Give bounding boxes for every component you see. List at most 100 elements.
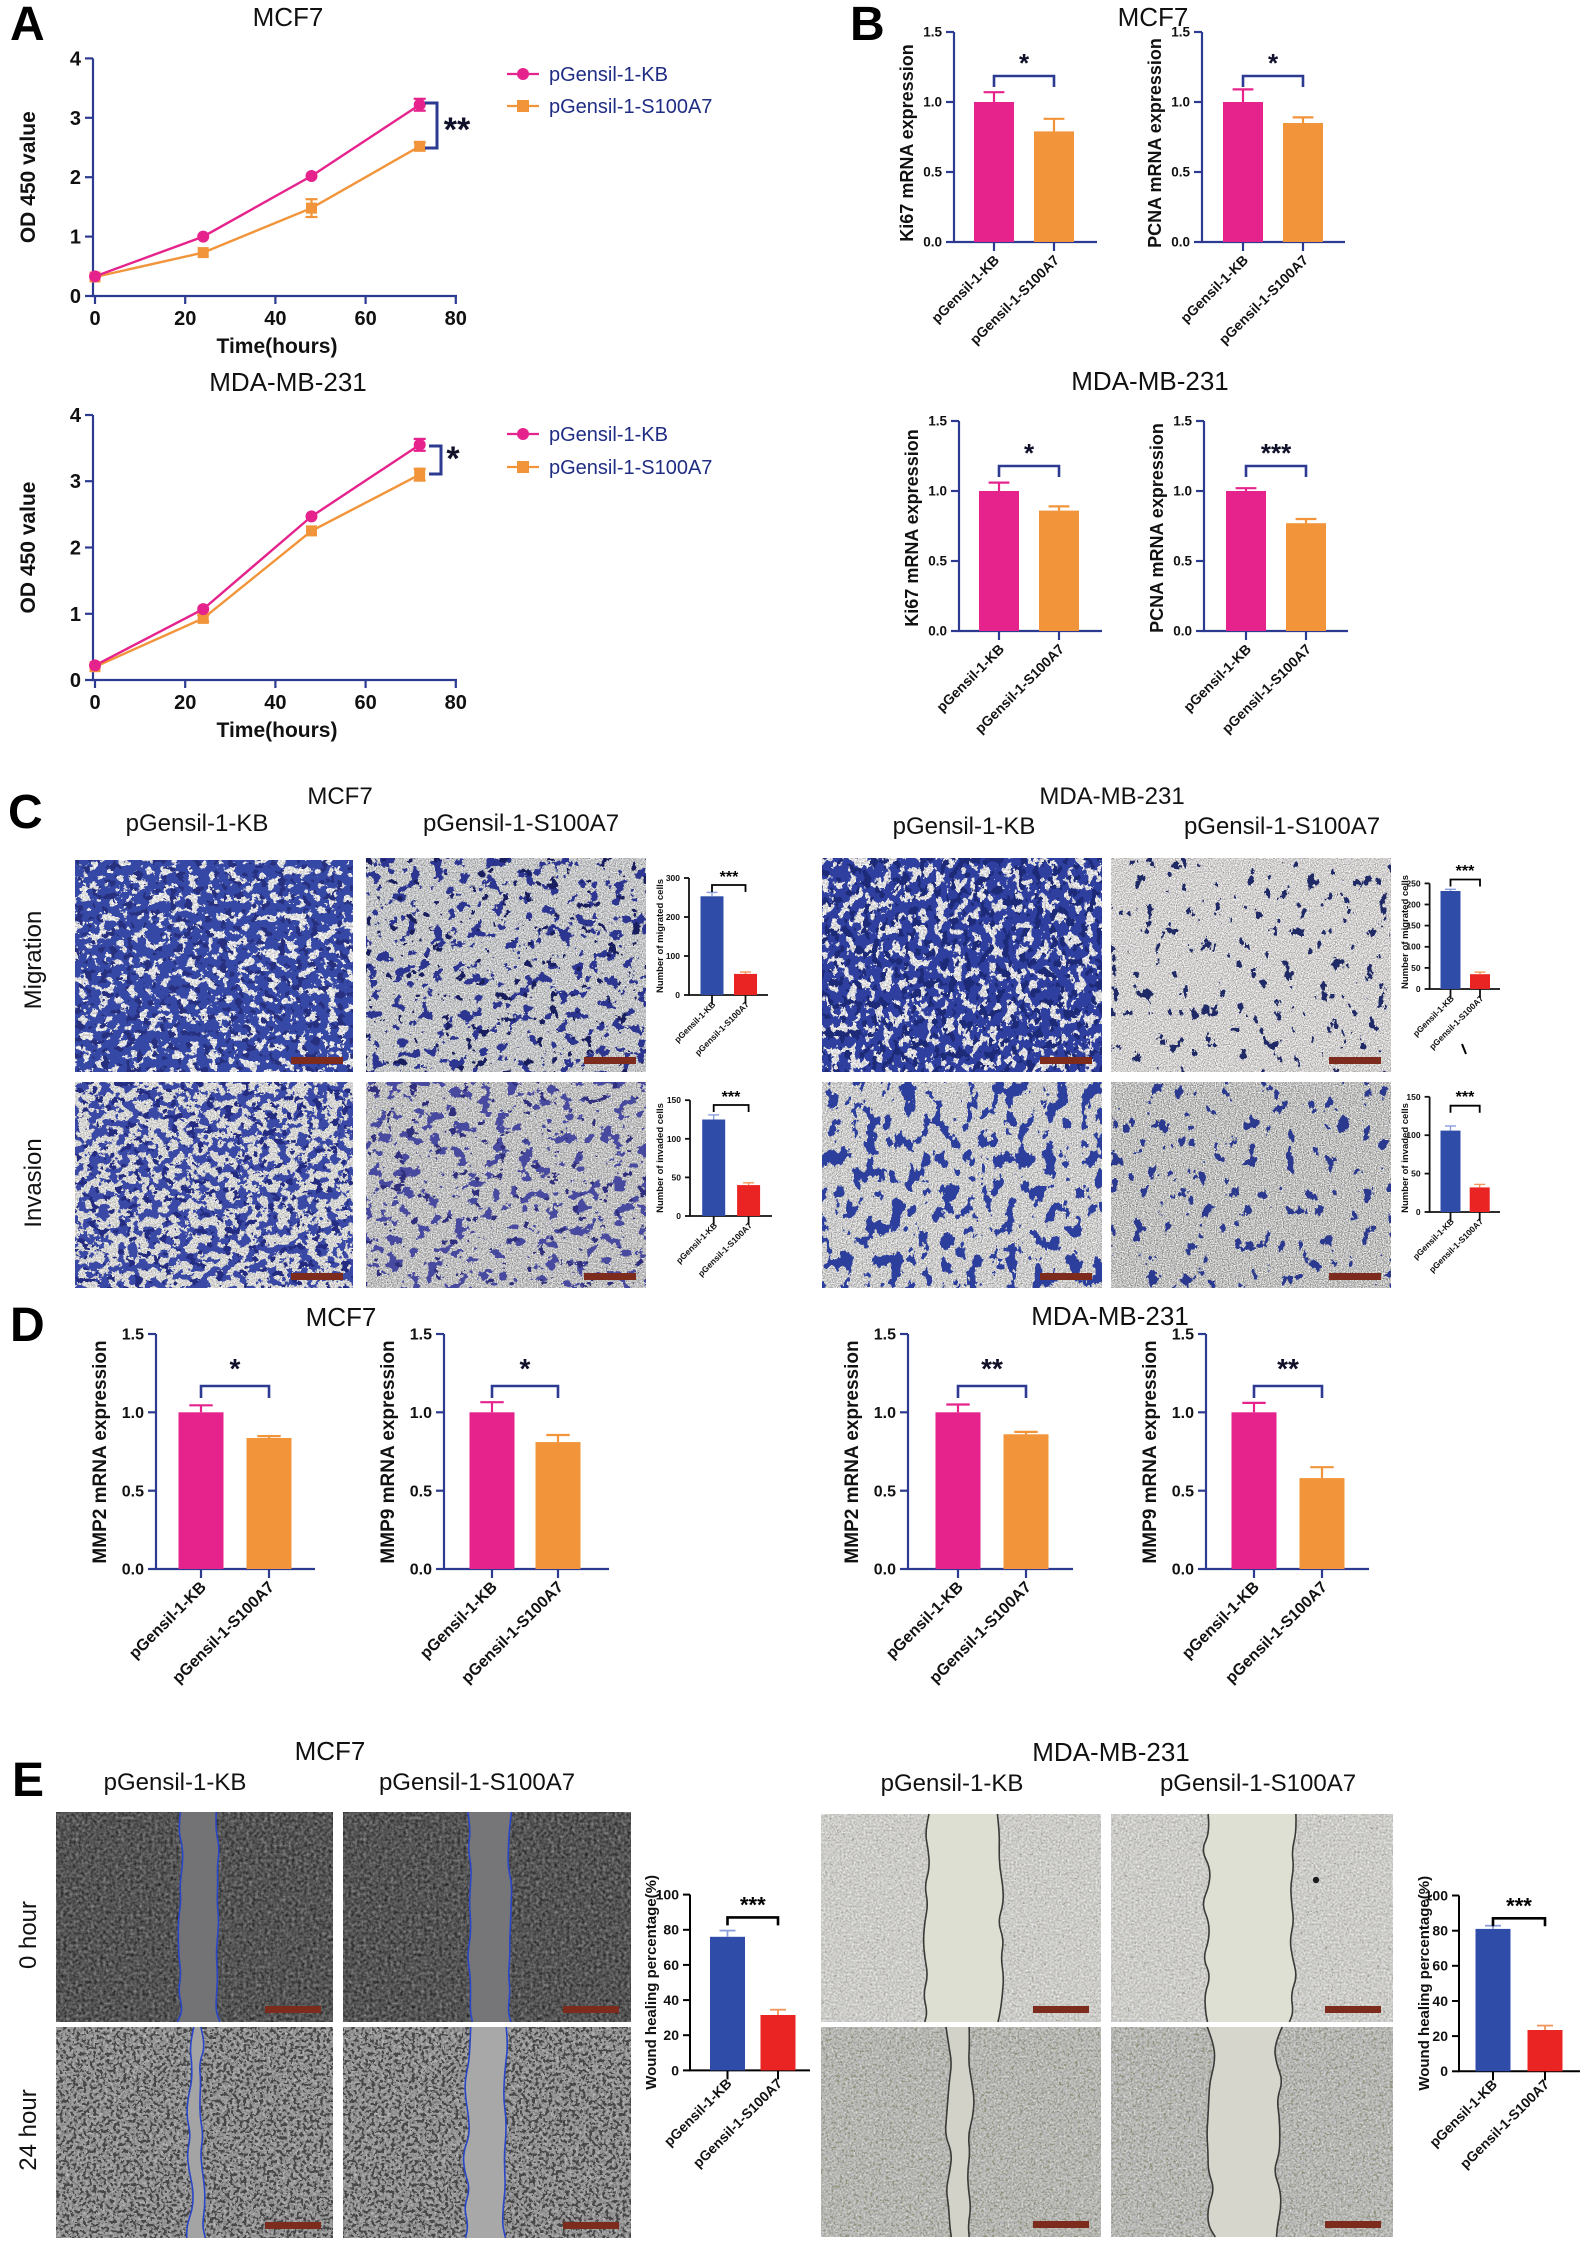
svg-text:2: 2: [70, 538, 81, 560]
svg-text:0: 0: [89, 692, 100, 714]
svg-text:1.5: 1.5: [923, 25, 942, 40]
svg-text:50: 50: [1411, 1169, 1421, 1179]
svg-text:1.0: 1.0: [410, 1405, 432, 1422]
svg-text:40: 40: [264, 692, 286, 714]
svg-text:B: B: [850, 0, 885, 51]
svg-text:0.0: 0.0: [122, 1562, 144, 1579]
svg-text:***: ***: [1261, 438, 1292, 468]
svg-text:100: 100: [1406, 942, 1420, 952]
svg-text:C: C: [8, 786, 43, 839]
svg-text:***: ***: [740, 1892, 766, 1917]
svg-text:**: **: [444, 111, 471, 149]
svg-text:MDA-MB-231: MDA-MB-231: [1071, 366, 1228, 396]
svg-text:**: **: [1277, 1353, 1299, 1384]
svg-text:pGensil-1-S100A7: pGensil-1-S100A7: [1184, 813, 1380, 840]
svg-text:Number of migrated cells: Number of migrated cells: [1400, 875, 1411, 989]
svg-text:MCF7: MCF7: [307, 783, 372, 810]
svg-text:1: 1: [70, 227, 81, 249]
svg-text:OD 450 value: OD 450 value: [17, 111, 40, 243]
svg-text:0.5: 0.5: [1173, 554, 1192, 569]
svg-text:PCNA mRNA expression: PCNA mRNA expression: [1147, 423, 1167, 633]
svg-text:0 hour: 0 hour: [15, 1901, 42, 1969]
svg-text:***: ***: [720, 869, 739, 886]
svg-text:0.5: 0.5: [410, 1483, 432, 1500]
svg-text:**: **: [981, 1353, 1003, 1384]
svg-text:0.5: 0.5: [923, 165, 942, 180]
svg-text:pGensil-1-S100A7: pGensil-1-S100A7: [549, 96, 712, 118]
svg-text:0: 0: [676, 1211, 681, 1221]
svg-text:1.0: 1.0: [122, 1405, 144, 1422]
svg-text:150: 150: [1406, 921, 1420, 931]
svg-text:150: 150: [667, 1095, 681, 1105]
svg-text:250: 250: [1406, 878, 1420, 888]
svg-text:0.5: 0.5: [928, 554, 947, 569]
svg-text:Wound healing percentage(%): Wound healing percentage(%): [643, 1875, 660, 2090]
svg-text:1.0: 1.0: [928, 484, 947, 499]
svg-text:OD 450 value: OD 450 value: [17, 482, 40, 614]
svg-text:60: 60: [663, 1957, 679, 1973]
svg-text:A: A: [10, 0, 45, 51]
svg-text:20: 20: [663, 2027, 679, 2043]
svg-text:pGensil-1-KB: pGensil-1-KB: [549, 424, 668, 446]
svg-text:*: *: [1024, 438, 1035, 468]
svg-text:pGensil-1-S100A7: pGensil-1-S100A7: [549, 457, 712, 479]
svg-text:MDA-MB-231: MDA-MB-231: [209, 367, 366, 397]
svg-text:MCF7: MCF7: [306, 1302, 377, 1332]
svg-text:Number of migrated cells: Number of migrated cells: [655, 879, 666, 993]
svg-text:pGensil-1-S100A7: pGensil-1-S100A7: [1160, 1770, 1356, 1797]
svg-text:Number of invaded cells: Number of invaded cells: [655, 1103, 666, 1213]
svg-text:MMP9 mRNA expression: MMP9 mRNA expression: [1140, 1340, 1161, 1563]
svg-text:4: 4: [70, 48, 82, 70]
svg-text:60: 60: [1432, 1958, 1448, 1974]
svg-text:1.5: 1.5: [410, 1327, 432, 1344]
svg-text:1.5: 1.5: [122, 1327, 144, 1344]
svg-text:1.0: 1.0: [923, 95, 942, 110]
svg-text:80: 80: [445, 692, 467, 714]
svg-text:***: ***: [1456, 863, 1475, 880]
svg-text:20: 20: [174, 308, 196, 330]
svg-text:100: 100: [1425, 1887, 1449, 1903]
svg-text:3: 3: [70, 471, 81, 493]
svg-text:40: 40: [663, 1992, 679, 2008]
svg-text:0.5: 0.5: [1172, 1483, 1194, 1500]
svg-text:0: 0: [89, 308, 100, 330]
svg-text:1.0: 1.0: [1173, 484, 1192, 499]
svg-text:0.0: 0.0: [1171, 235, 1190, 250]
svg-text:150: 150: [1406, 1092, 1420, 1102]
svg-text:0: 0: [675, 990, 680, 1000]
svg-text:200: 200: [1406, 900, 1420, 910]
svg-text:***: ***: [722, 1089, 741, 1106]
svg-text:0.5: 0.5: [122, 1483, 144, 1500]
svg-text:1.5: 1.5: [1173, 414, 1192, 429]
svg-text:MCF7: MCF7: [295, 1736, 366, 1766]
svg-text:1.5: 1.5: [1171, 25, 1190, 40]
svg-text:PCNA mRNA expression: PCNA mRNA expression: [1145, 38, 1165, 248]
svg-text:20: 20: [174, 692, 196, 714]
svg-text:0.0: 0.0: [923, 235, 942, 250]
svg-text:300: 300: [666, 873, 680, 883]
svg-text:Time(hours): Time(hours): [217, 719, 338, 742]
svg-text:*: *: [446, 440, 460, 478]
svg-text:*: *: [520, 1353, 531, 1384]
svg-text:2: 2: [70, 167, 81, 189]
svg-text:0.0: 0.0: [1173, 624, 1192, 639]
svg-text:0: 0: [671, 2062, 679, 2078]
svg-text:100: 100: [1406, 1130, 1420, 1140]
svg-text:*: *: [1019, 48, 1030, 78]
svg-text:100: 100: [667, 1134, 681, 1144]
svg-text:3: 3: [70, 108, 81, 130]
svg-text:60: 60: [354, 692, 376, 714]
svg-text:***: ***: [1456, 1089, 1475, 1106]
svg-text:MDA-MB-231: MDA-MB-231: [1039, 783, 1184, 810]
svg-text:0.0: 0.0: [1172, 1562, 1194, 1579]
svg-text:60: 60: [354, 308, 376, 330]
svg-text:pGensil-1-KB: pGensil-1-KB: [549, 64, 668, 86]
svg-text:1.0: 1.0: [1172, 1405, 1194, 1422]
svg-text:4: 4: [70, 405, 82, 427]
svg-text:100: 100: [666, 951, 680, 961]
svg-text:Invasion: Invasion: [20, 1138, 47, 1227]
svg-text:1: 1: [70, 604, 81, 626]
svg-text:*: *: [230, 1353, 241, 1384]
svg-text:0.5: 0.5: [1171, 165, 1190, 180]
svg-text:MDA-MB-231: MDA-MB-231: [1032, 1737, 1189, 1767]
